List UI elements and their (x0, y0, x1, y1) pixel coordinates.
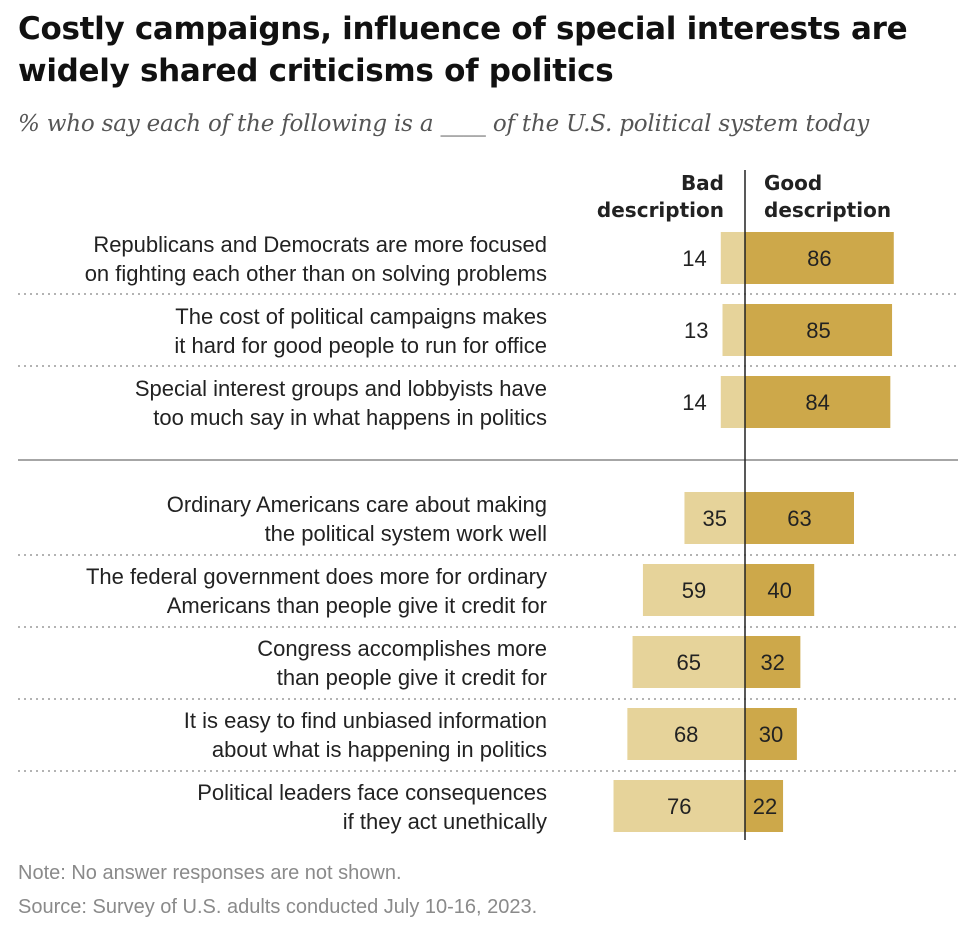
good-description-bar (745, 492, 854, 544)
row-label: on fighting each other than on solving p… (85, 261, 547, 286)
chart-title: Costly campaigns, influence of special i… (18, 11, 908, 89)
good-value-label: 30 (759, 722, 783, 747)
bad-description-bar (720, 376, 745, 428)
good-column-header: Good (764, 171, 822, 195)
good-value-label: 86 (807, 246, 831, 271)
good-description-bar (745, 304, 893, 356)
good-value-label: 32 (760, 650, 784, 675)
row-label: the political system work well (265, 521, 547, 546)
row-label: Ordinary Americans care about making (167, 492, 547, 517)
bad-column-header: description (597, 198, 724, 222)
good-column-header: description (764, 198, 891, 222)
bad-value-label: 65 (677, 650, 701, 675)
good-value-label: 22 (753, 794, 777, 819)
bad-value-label: 14 (682, 246, 706, 271)
row-label: Americans than people give it credit for (167, 593, 547, 618)
good-value-label: 84 (805, 390, 829, 415)
bad-description-bar (627, 708, 745, 760)
bad-description-bar (632, 636, 745, 688)
good-description-bar (745, 376, 891, 428)
bad-value-label: 76 (667, 794, 691, 819)
row-label: Political leaders face consequences (197, 780, 547, 805)
good-description-bar (745, 232, 894, 284)
footer-note: Note: No answer responses are not shown. (18, 862, 402, 884)
good-description-bar (745, 636, 801, 688)
bad-value-label: 13 (684, 318, 708, 343)
bad-value-label: 59 (682, 578, 706, 603)
bad-value-label: 68 (674, 722, 698, 747)
bad-description-bar (722, 304, 745, 356)
good-value-label: 63 (787, 506, 811, 531)
row-label: than people give it credit for (277, 665, 547, 690)
row-label: about what is happening in politics (212, 737, 547, 762)
bad-value-label: 14 (682, 390, 706, 415)
row-label: too much say in what happens in politics (153, 405, 547, 430)
good-description-bar (745, 708, 797, 760)
row-label: Republicans and Democrats are more focus… (93, 232, 547, 257)
bad-description-bar (613, 780, 745, 832)
row-label: Special interest groups and lobbyists ha… (135, 376, 547, 401)
good-description-bar (745, 564, 815, 616)
good-description-bar (745, 780, 784, 832)
bad-description-bar (720, 232, 745, 284)
row-label: It is easy to find unbiased information (184, 708, 547, 733)
footer-source: Source: Survey of U.S. adults conducted … (18, 896, 538, 918)
row-label: it hard for good people to run for offic… (174, 333, 547, 358)
row-label: Congress accomplishes more (257, 636, 547, 661)
row-label: The cost of political campaigns makes (175, 304, 547, 329)
bad-description-bar (684, 492, 745, 544)
good-value-label: 85 (806, 318, 830, 343)
bad-value-label: 35 (702, 506, 726, 531)
good-value-label: 40 (767, 578, 791, 603)
bad-description-bar (642, 564, 745, 616)
chart-subtitle: % who say each of the following is a ___… (18, 111, 870, 137)
bad-column-header: Bad (681, 171, 724, 195)
row-label: The federal government does more for ord… (86, 564, 547, 589)
row-label: if they act unethically (343, 809, 547, 834)
